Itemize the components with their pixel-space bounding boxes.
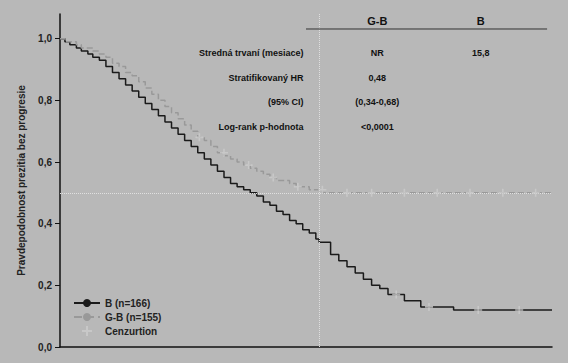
svg-text:0,6: 0,6: [38, 157, 52, 168]
svg-text:Pravdepodobnost prezitia bez p: Pravdepodobnost prezitia bez progresie: [16, 85, 27, 276]
svg-text:NR: NR: [371, 48, 384, 58]
svg-text:15,8: 15,8: [472, 48, 490, 58]
svg-text:G-B (n=155): G-B (n=155): [105, 312, 161, 323]
svg-text:0,0: 0,0: [38, 342, 52, 353]
svg-text:B (n=166): B (n=166): [105, 298, 150, 309]
svg-text:Stredná trvaní (mesiace): Stredná trvaní (mesiace): [199, 48, 304, 58]
svg-text:Cenzurtion: Cenzurtion: [105, 326, 157, 337]
svg-text:0,48: 0,48: [369, 73, 387, 83]
svg-text:G-B: G-B: [367, 15, 387, 27]
svg-text:(95% CI): (95% CI): [268, 97, 304, 107]
svg-text:Log-rank p-hodnota: Log-rank p-hodnota: [219, 122, 305, 132]
svg-text:(0,34-0,68): (0,34-0,68): [355, 97, 399, 107]
svg-text:B: B: [477, 15, 485, 27]
svg-text:Stratifikovaný HR: Stratifikovaný HR: [229, 73, 305, 83]
svg-text:0,4: 0,4: [38, 218, 52, 229]
svg-text:0,2: 0,2: [38, 280, 52, 291]
svg-text:<0,0001: <0,0001: [361, 122, 394, 132]
svg-text:1,0: 1,0: [38, 33, 52, 44]
svg-text:0,8: 0,8: [38, 95, 52, 106]
